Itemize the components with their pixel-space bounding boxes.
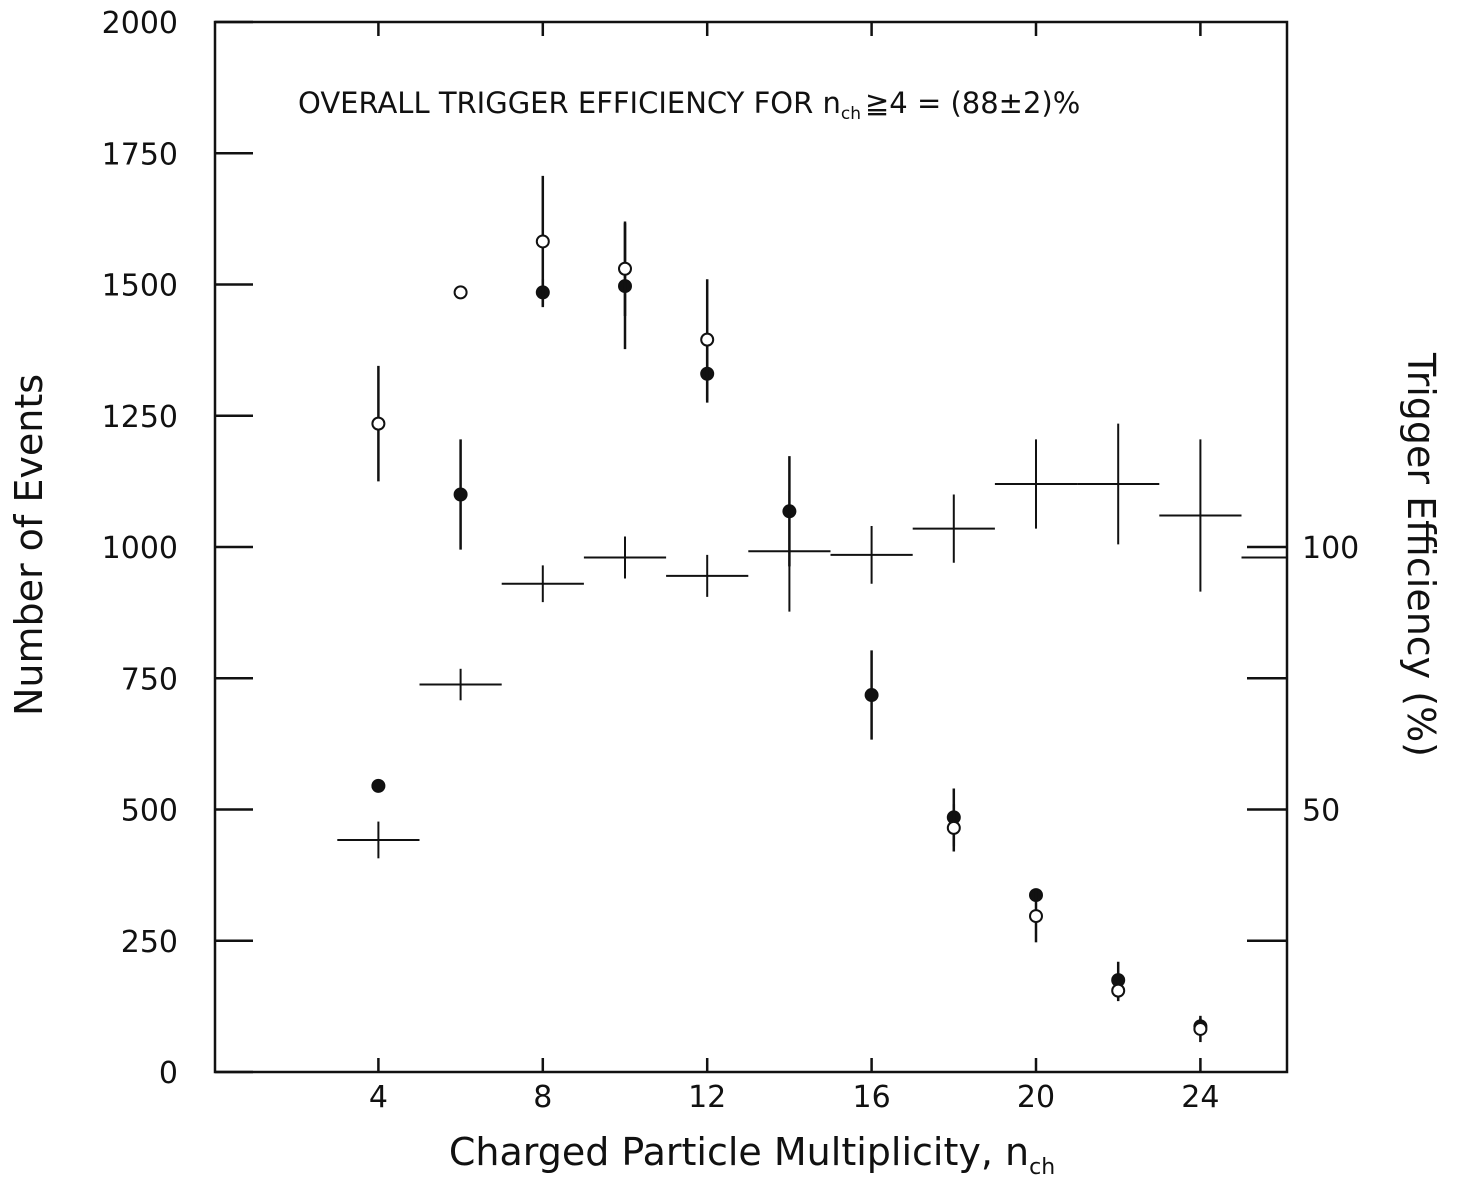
annotation-subscript: ch	[841, 104, 861, 124]
data-marks	[337, 175, 1287, 1043]
open-point	[453, 285, 468, 300]
y2-axis-ticks: 50 100	[1247, 531, 1359, 942]
y-tick-label: 2000	[102, 6, 178, 41]
plot-frame	[213, 20, 1289, 1074]
filled-point	[864, 688, 879, 703]
y-tick-label: 1500	[102, 269, 178, 304]
y-axis-ticks: 0 250 500 750 1000 1250 1500 1750 2000	[102, 6, 253, 1091]
open-point	[1111, 983, 1126, 998]
x-axis-label-subscript: ch	[1029, 1155, 1055, 1180]
x-tick-label: 8	[533, 1080, 552, 1115]
x-tick-label: 20	[1017, 1080, 1055, 1115]
y-tick-label: 1750	[102, 137, 178, 172]
y2-tick-label: 100	[1302, 531, 1359, 566]
annotation-text-pre: OVERALL TRIGGER EFFICIENCY FOR n	[298, 86, 841, 120]
y-tick-label: 500	[121, 794, 178, 829]
x-tick-label: 12	[688, 1080, 726, 1115]
y-tick-label: 750	[121, 662, 178, 697]
filled-point	[453, 487, 468, 502]
annotation: OVERALL TRIGGER EFFICIENCY FOR nch ≧4 = (…	[298, 86, 1080, 124]
open-point	[1029, 909, 1043, 924]
x-axis-label-main: Charged Particle Multiplicity, n	[449, 1130, 1029, 1174]
y-tick-label: 250	[121, 925, 178, 960]
y-tick-label: 1250	[102, 400, 178, 435]
annotation-text-post: ≧4 = (88±2)%	[865, 86, 1080, 120]
plot-border	[213, 20, 1289, 1074]
open-point	[700, 332, 715, 347]
open-point	[371, 416, 386, 431]
x-tick-label: 16	[853, 1080, 891, 1115]
y2-axis-label: Trigger Efficiency (%)	[1399, 352, 1443, 757]
y-axis-label: Number of Events	[7, 374, 51, 716]
x-axis-ticks: 4 8 12 16 20 24	[369, 22, 1219, 1115]
y2-tick-label: 50	[1302, 794, 1340, 829]
y-tick-label: 0	[159, 1056, 178, 1091]
open-point	[1193, 1021, 1208, 1036]
x-tick-label: 4	[369, 1080, 388, 1115]
open-point	[946, 820, 961, 835]
open-point	[618, 261, 632, 276]
open-point	[535, 234, 550, 249]
filled-point	[371, 778, 386, 793]
y-tick-label: 1000	[102, 531, 178, 566]
x-tick-label: 24	[1181, 1080, 1219, 1115]
x-axis-label: Charged Particle Multiplicity, nch	[449, 1130, 1055, 1180]
